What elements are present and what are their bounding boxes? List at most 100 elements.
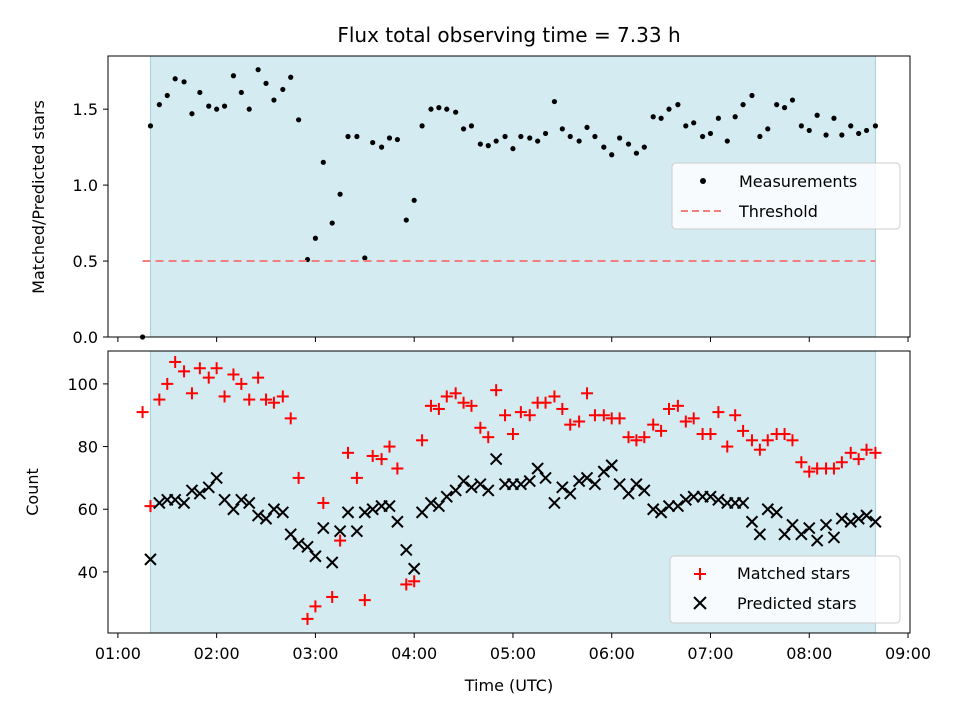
count-y-axis-label: Count xyxy=(23,468,42,516)
x-axis-label: Time (UTC) xyxy=(464,676,553,695)
predicted-star-point xyxy=(301,540,314,554)
measurement-point xyxy=(658,115,664,121)
predicted-star-point xyxy=(407,562,421,575)
chart-title: Flux total observing time = 7.33 h xyxy=(337,23,680,47)
measurement-point xyxy=(312,235,319,241)
matched-star-point xyxy=(721,440,734,453)
ratio-axes-frame xyxy=(107,55,911,338)
predicted-star-point xyxy=(457,474,470,488)
matched-star-point xyxy=(490,384,503,397)
measurement-point xyxy=(246,106,252,112)
matched-star-point xyxy=(597,409,610,422)
matched-star-point xyxy=(564,418,577,431)
matched-star-point xyxy=(391,462,404,475)
matched-star-point xyxy=(869,446,882,459)
measurement-point xyxy=(444,106,450,112)
y-tick-label: 60 xyxy=(78,500,98,519)
matched-star-point xyxy=(235,377,248,390)
measurement-point xyxy=(156,102,162,108)
measurement-point xyxy=(724,138,730,144)
predicted-star-point xyxy=(514,477,528,491)
legend-predicted-marker xyxy=(693,596,707,610)
measurement-point xyxy=(411,197,417,203)
predicted-star-point xyxy=(745,515,759,528)
measurement-point xyxy=(419,123,425,129)
matched-star-point xyxy=(185,387,198,400)
predicted-star-point xyxy=(827,531,841,544)
y-tick-label: 1.0 xyxy=(73,176,98,195)
measurement-point xyxy=(625,141,632,147)
matched-star-point xyxy=(366,449,379,462)
predicted-star-point xyxy=(564,487,577,500)
measurement-point xyxy=(542,130,549,137)
matched-star-point xyxy=(465,399,478,412)
predicted-star-point xyxy=(712,493,725,507)
matched-star-point xyxy=(506,428,519,441)
matched-star-point xyxy=(227,368,240,381)
measurement-point xyxy=(271,97,277,103)
measurement-point xyxy=(781,105,788,111)
matched-star-point xyxy=(663,402,676,415)
measurement-point xyxy=(699,133,706,140)
matched-star-point xyxy=(539,396,552,409)
predicted-star-point xyxy=(588,477,602,491)
measurement-point xyxy=(641,144,647,150)
measurement-point xyxy=(403,217,409,223)
measurement-point xyxy=(354,133,360,140)
predicted-star-point xyxy=(366,503,379,516)
count-legend-box xyxy=(669,555,901,624)
matched-star-point xyxy=(375,453,388,466)
predicted-star-point xyxy=(523,474,536,488)
legend-predicted-label: Predicted stars xyxy=(737,594,857,613)
measurement-point xyxy=(732,114,738,120)
matched-star-point xyxy=(844,446,857,459)
predicted-star-point xyxy=(391,515,404,528)
matched-star-point xyxy=(745,434,758,447)
predicted-star-point xyxy=(795,528,808,541)
predicted-star-point xyxy=(654,506,668,519)
measurement-point xyxy=(378,144,385,150)
matched-star-point xyxy=(440,390,453,403)
matched-star-point xyxy=(178,365,191,378)
predicted-star-point xyxy=(753,528,767,541)
predicted-star-point xyxy=(662,499,676,513)
matched-star-point xyxy=(383,440,396,453)
predicted-star-point xyxy=(400,543,413,557)
predicted-star-point xyxy=(474,477,487,491)
predicted-star-point xyxy=(144,553,157,566)
predicted-star-point xyxy=(177,496,191,510)
matched-star-point xyxy=(276,390,289,403)
matched-star-point xyxy=(795,456,808,469)
matched-star-point xyxy=(852,453,865,466)
predicted-star-point xyxy=(869,515,882,528)
predicted-star-point xyxy=(227,503,240,516)
predicted-star-point xyxy=(860,509,873,522)
predicted-star-point xyxy=(638,484,651,497)
matched-star-point xyxy=(482,431,495,444)
matched-star-point xyxy=(778,428,791,441)
ratio-panel: 0.0 0.5 1.0 1.5 Flux total observing time =… xyxy=(29,23,911,347)
measurement-point xyxy=(147,123,154,129)
matched-star-point xyxy=(202,371,215,384)
predicted-star-point xyxy=(432,499,446,513)
matched-star-point xyxy=(252,371,265,384)
matched-star-point xyxy=(786,434,799,447)
matched-star-point xyxy=(400,578,413,591)
measurement-point xyxy=(691,120,697,126)
predicted-star-point xyxy=(622,487,635,500)
predicted-star-point xyxy=(333,524,347,538)
measurement-point xyxy=(255,67,261,73)
ratio-legend-box xyxy=(671,162,901,230)
matched-star-point xyxy=(827,462,840,475)
measurement-point xyxy=(798,123,804,129)
measurement-point xyxy=(715,115,721,121)
matched-star-point xyxy=(647,418,660,431)
predicted-star-point xyxy=(350,524,364,538)
predicted-star-point xyxy=(556,481,569,494)
matched-star-point xyxy=(761,434,774,447)
matched-star-point xyxy=(301,612,314,625)
y-tick-label: 0.0 xyxy=(73,328,98,347)
predicted-star-point xyxy=(185,484,199,497)
predicted-star-point xyxy=(210,471,223,485)
predicted-star-point xyxy=(309,550,322,563)
